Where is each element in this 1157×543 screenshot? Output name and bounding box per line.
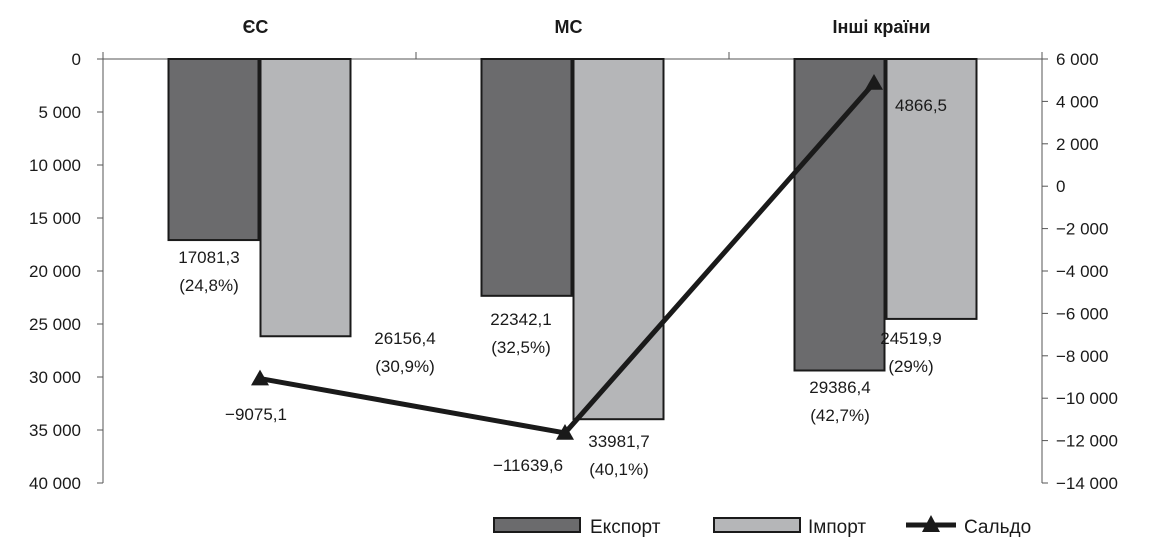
legend-swatch-import	[713, 517, 801, 533]
import-value-label: 26156,4	[374, 329, 435, 348]
left-axis-tick-label: 20 000	[29, 262, 81, 281]
left-axis-tick-label: 10 000	[29, 156, 81, 175]
right-axis-tick-label: −10 000	[1056, 389, 1118, 408]
export-bar	[167, 58, 260, 242]
import-bar	[572, 58, 665, 421]
balance-value-label: −9075,1	[225, 405, 287, 424]
category-label: ЄС	[243, 17, 269, 37]
left-axis-tick-label: 5 000	[38, 103, 81, 122]
left-axis-tick-label: 15 000	[29, 209, 81, 228]
import-share-label: (29%)	[888, 357, 933, 376]
left-axis-tick-label: 40 000	[29, 474, 81, 493]
legend-label-import: Імпорт	[808, 517, 866, 538]
export-bar	[793, 58, 886, 372]
right-axis-tick-label: 2 000	[1056, 135, 1099, 154]
import-value-label: 33981,7	[588, 432, 649, 451]
import-bar	[885, 58, 978, 320]
balance-marker	[865, 74, 883, 90]
right-axis-tick-label: −12 000	[1056, 432, 1118, 451]
right-axis-tick-label: −8 000	[1056, 347, 1108, 366]
right-axis-tick-label: −14 000	[1056, 474, 1118, 493]
category-label: Інші країни	[833, 17, 931, 37]
right-axis-tick-label: −6 000	[1056, 304, 1108, 323]
export-value-label: 22342,1	[490, 310, 551, 329]
export-share-label: (42,7%)	[810, 406, 870, 425]
left-axis-tick-label: 30 000	[29, 368, 81, 387]
balance-marker	[251, 369, 269, 386]
legend-swatch-balance-marker	[922, 515, 940, 532]
right-axis-tick-label: −4 000	[1056, 262, 1108, 281]
balance-marker	[556, 423, 574, 440]
left-axis-tick-label: 0	[72, 50, 81, 69]
category-label: МС	[555, 17, 583, 37]
legend-label-balance: Сальдо	[964, 517, 1031, 538]
import-bar	[259, 58, 352, 338]
export-value-label: 17081,3	[178, 248, 239, 267]
legend-label-export: Експорт	[590, 517, 661, 538]
right-axis-tick-label: 4 000	[1056, 92, 1099, 111]
import-share-label: (40,1%)	[589, 460, 649, 479]
export-bar	[480, 58, 573, 297]
left-axis-tick-label: 35 000	[29, 421, 81, 440]
export-share-label: (32,5%)	[491, 338, 551, 357]
right-axis-tick-label: 6 000	[1056, 50, 1099, 69]
right-axis-tick-label: −2 000	[1056, 220, 1108, 239]
legend-swatch-export	[493, 517, 581, 533]
import-value-label: 24519,9	[880, 329, 941, 348]
export-value-label: 29386,4	[809, 378, 870, 397]
balance-value-label: 4866,5	[895, 96, 947, 115]
export-share-label: (24,8%)	[179, 276, 239, 295]
balance-value-label: −11639,6	[493, 456, 563, 475]
left-axis-tick-label: 25 000	[29, 315, 81, 334]
import-share-label: (30,9%)	[375, 357, 435, 376]
right-axis-tick-label: 0	[1056, 177, 1065, 196]
